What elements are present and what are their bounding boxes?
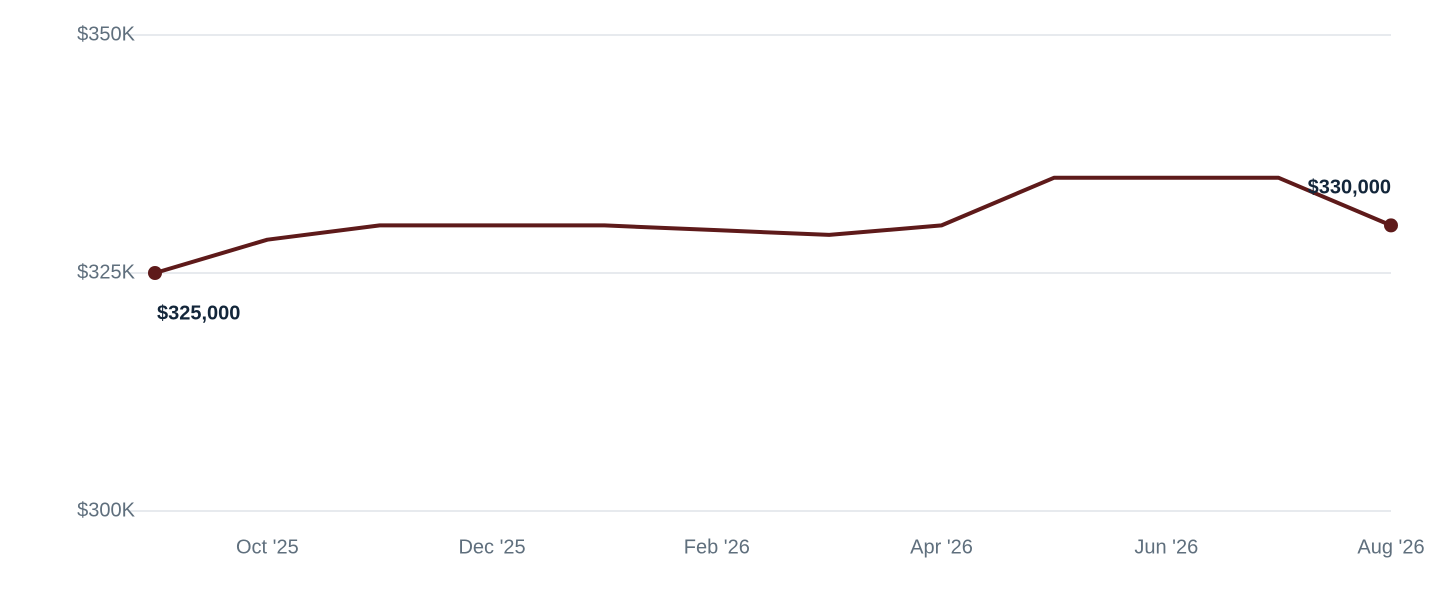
y-tick-label: $300K xyxy=(77,499,135,521)
point xyxy=(148,266,162,280)
x-tick-label: Feb '26 xyxy=(684,536,750,558)
y-tick-label: $325K xyxy=(77,261,135,283)
line xyxy=(154,175,1392,275)
x-tick-label: Jun '26 xyxy=(1134,536,1198,558)
x-tick-label: Apr '26 xyxy=(910,536,973,558)
x-tick-label: Aug '26 xyxy=(1357,536,1424,558)
x-tick-label: Oct '25 xyxy=(236,536,299,558)
point xyxy=(1384,218,1398,233)
data-label: $325,000 xyxy=(157,302,240,324)
x-tick-label: Dec '25 xyxy=(458,536,525,558)
y-tick-label: $350K xyxy=(77,23,135,45)
data-label: $330,000 xyxy=(1308,177,1391,199)
